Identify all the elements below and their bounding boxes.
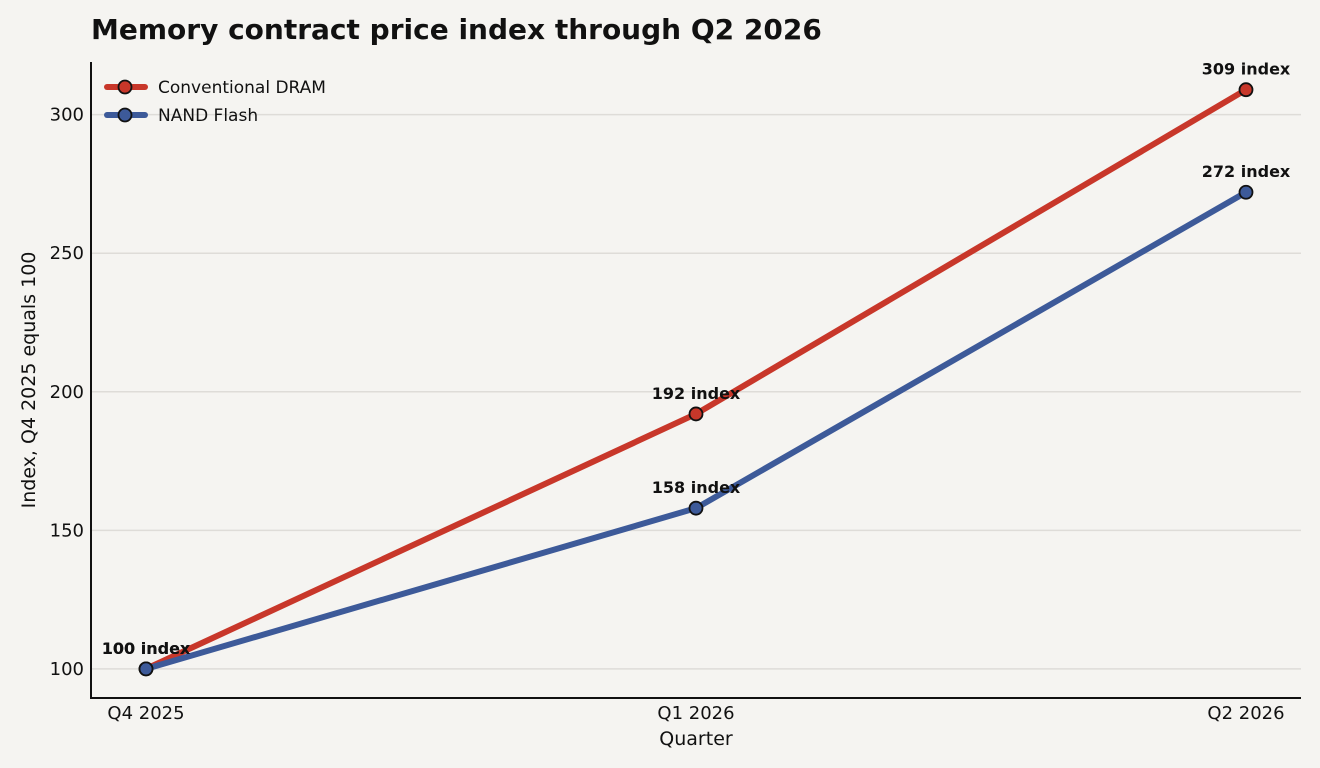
series-line-0: [143, 86, 1249, 672]
data-label: 309 index: [1202, 60, 1291, 79]
legend: Conventional DRAM NAND Flash: [104, 78, 326, 126]
y-axis-label: Index, Q4 2025 equals 100: [18, 252, 40, 509]
data-label: 158 index: [652, 478, 741, 497]
data-label: 192 index: [652, 384, 741, 403]
x-axis-ticks: Q4 2025 Q1 2026 Q2 2026: [107, 703, 1284, 724]
data-point: [688, 500, 704, 516]
y-tick-label: 250: [50, 243, 84, 264]
series-line-1: [143, 189, 1249, 672]
y-axis-ticks: 100 150 200 250 300: [50, 105, 84, 680]
gridlines: [91, 113, 1301, 670]
data-label: 272 index: [1202, 162, 1291, 181]
series-layer: [138, 82, 1254, 677]
data-point: [1238, 82, 1254, 98]
y-tick-label: 300: [50, 105, 84, 126]
legend-swatch-marker: [117, 79, 133, 95]
legend-swatch-marker: [117, 107, 133, 123]
legend-entry: NAND Flash: [158, 106, 258, 126]
legend-entry: Conventional DRAM: [158, 78, 326, 98]
y-tick-label: 200: [50, 382, 84, 403]
x-tick-label: Q4 2025: [107, 703, 184, 724]
y-tick-label: 100: [50, 659, 84, 680]
data-label: 100 index: [102, 639, 191, 658]
data-point: [1238, 184, 1254, 200]
data-point: [688, 406, 704, 422]
data-point: [138, 661, 154, 677]
data-label: 100 index: [102, 639, 191, 658]
x-axis-label: Quarter: [659, 728, 733, 750]
x-tick-label: Q1 2026: [657, 703, 734, 724]
chart-title: Memory contract price index through Q2 2…: [91, 13, 822, 46]
x-tick-label: Q2 2026: [1207, 703, 1284, 724]
y-tick-label: 150: [50, 520, 84, 541]
